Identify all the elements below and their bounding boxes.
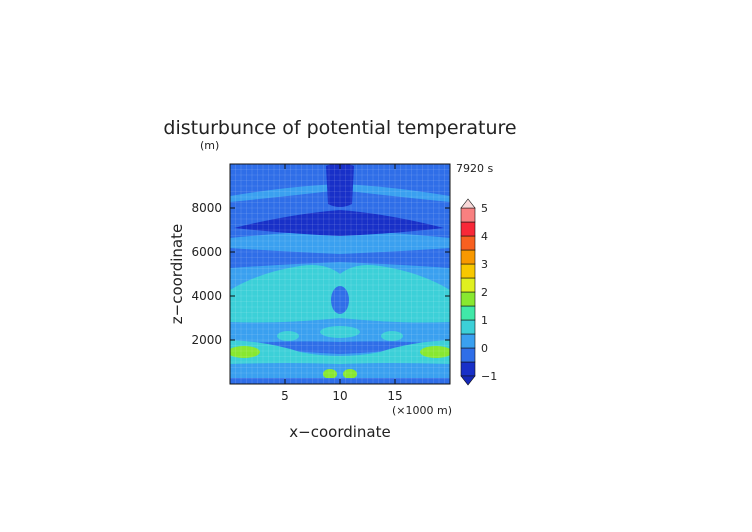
colorbar-segment — [460, 235, 476, 251]
colorbar-tick-label: −1 — [481, 370, 497, 383]
y-axis-label: z−coordinate — [168, 224, 186, 324]
y-tick-label: 8000 — [191, 201, 222, 215]
x-tick-label: 15 — [387, 389, 402, 403]
x-unit-label: (×1000 m) — [392, 404, 452, 417]
colorbar-tick-label: 5 — [481, 202, 488, 215]
contour-peak-left — [230, 346, 260, 358]
contour-band-strong-negative — [234, 210, 444, 236]
contour-core-negative — [331, 286, 349, 314]
colorbar-segment — [460, 319, 476, 335]
contour-cap-negative — [326, 164, 354, 207]
contour-bottom-left — [323, 369, 337, 379]
contour-blob-positive-right — [381, 331, 403, 341]
colorbar-segment — [460, 207, 476, 223]
colorbar-segment — [460, 291, 476, 307]
colorbar-segment — [460, 249, 476, 265]
contour-band-lower-negative — [236, 341, 444, 354]
time-label: 7920 s — [456, 162, 493, 175]
contour-field — [230, 164, 450, 384]
colorbar-extend-top — [460, 198, 476, 209]
y-tick-label: 2000 — [191, 333, 222, 347]
colorbar-segment — [460, 361, 476, 377]
y-unit-label: (m) — [200, 139, 219, 152]
colorbar-segment — [460, 333, 476, 349]
y-axis-ticks: 2000 4000 6000 8000 — [191, 201, 450, 347]
colorbar-segment — [460, 221, 476, 237]
contour-band-mid-negative — [230, 248, 450, 268]
x-axis-label: x−coordinate — [289, 423, 390, 441]
colorbar-tick-label: 4 — [481, 230, 488, 243]
y-tick-label: 4000 — [191, 289, 222, 303]
colorbar: −1 0 1 2 3 4 5 — [460, 198, 497, 386]
chart-title: disturbunce of potential temperature — [163, 117, 516, 139]
colorbar-segment — [460, 305, 476, 321]
colorbar-tick-label: 1 — [481, 314, 488, 327]
colorbar-segment — [460, 263, 476, 279]
colorbar-extend-bottom — [460, 375, 476, 386]
contour-blob-positive-left — [277, 331, 299, 341]
colorbar-tick-label: 2 — [481, 286, 488, 299]
contour-blob-positive-center — [320, 326, 360, 338]
colorbar-tick-label: 0 — [481, 342, 488, 355]
colorbar-tick-label: 3 — [481, 258, 488, 271]
x-axis-ticks: 5 10 15 — [281, 164, 403, 403]
x-tick-label: 5 — [281, 389, 289, 403]
x-tick-label: 10 — [332, 389, 347, 403]
colorbar-segment — [460, 347, 476, 363]
contour-peak-right — [420, 346, 450, 358]
grid — [230, 164, 450, 384]
y-tick-label: 6000 — [191, 245, 222, 259]
contour-bottom-right — [343, 369, 357, 379]
colorbar-segment — [460, 277, 476, 293]
contour-band-lower-positive — [230, 340, 450, 364]
